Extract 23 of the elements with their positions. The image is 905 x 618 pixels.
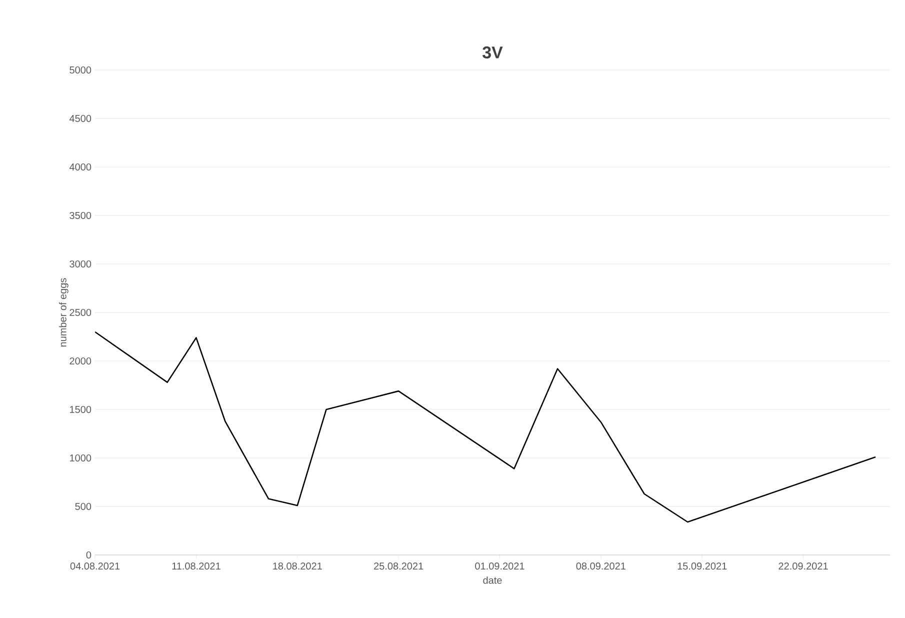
- y-tick-label: 3500: [70, 212, 92, 220]
- x-tick-label: 11.08.2021: [172, 562, 220, 570]
- x-tick-label: 22.09.2021: [778, 562, 828, 570]
- y-tick-label: 5000: [70, 66, 92, 74]
- x-tick-label: 01.09.2021: [475, 562, 524, 570]
- y-tick-label: 1500: [70, 406, 92, 414]
- x-tick-label: 25.08.2021: [374, 562, 424, 570]
- x-axis-title: date: [483, 576, 502, 584]
- y-tick-label: 4500: [69, 114, 92, 122]
- y-tick-label: 1000: [70, 454, 92, 462]
- x-tick-label: 18.08.2021: [273, 562, 322, 570]
- y-tick-label: 4000: [69, 163, 92, 171]
- y-axis-title: number of eggs: [59, 278, 68, 347]
- y-tick-label: 2500: [70, 308, 92, 316]
- y-tick-label: 500: [75, 502, 92, 510]
- chart-title: 3V: [482, 46, 503, 58]
- y-tick-label: 3000: [70, 260, 92, 268]
- x-tick-label: 15.09.2021: [678, 562, 727, 570]
- y-tick-label: 2000: [70, 357, 92, 365]
- x-tick-label: 08.09.2021: [576, 562, 626, 570]
- x-tick-label: 04.08.2021: [70, 562, 120, 570]
- y-tick-label: 0: [86, 551, 92, 559]
- line-series: [95, 331, 876, 523]
